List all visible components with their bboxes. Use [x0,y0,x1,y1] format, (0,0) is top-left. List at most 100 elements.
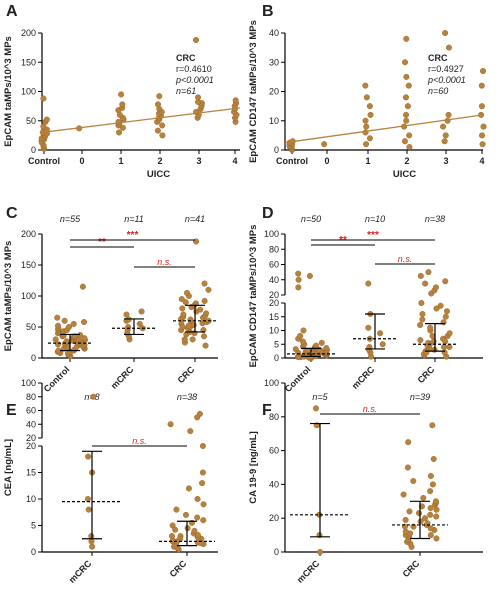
data-point [422,280,429,287]
data-point [88,533,95,540]
data-point [427,488,434,495]
data-point [177,535,184,542]
panel-D-tick-label: 20 [269,290,279,300]
data-point [478,103,485,110]
data-point [187,316,194,323]
data-point [402,59,409,66]
data-point [433,506,440,513]
data-point [313,342,320,349]
data-point [362,82,369,89]
data-point [306,272,313,279]
data-point [195,94,202,101]
data-point [187,428,194,435]
panel-B-tick-label: 30 [269,57,279,67]
data-point [155,101,162,108]
panel-B-tick-label: 40 [269,28,279,38]
data-point [196,410,203,417]
panel-D-tick-label: 5 [274,339,279,349]
data-point [377,330,384,337]
data-point [200,517,207,524]
data-point [168,533,175,540]
data-point [77,332,84,339]
data-point [425,269,432,276]
x-tick-label: Control [42,364,72,394]
regression-line [41,107,241,134]
x-tick-label: mCRC [109,364,136,391]
data-point [172,526,179,533]
data-point [185,322,192,329]
annotation-n: n=60 [428,86,448,96]
data-point [441,344,448,351]
data-point [442,278,449,285]
data-point [154,127,161,134]
regression-line [284,114,484,144]
x-tick-label: CRC [416,364,437,385]
data-point [432,284,439,291]
x-tick-label: Control [283,364,313,394]
data-point [183,289,190,296]
annotation-r: r=0.4610 [176,64,212,74]
data-point [118,91,125,98]
data-point [299,338,306,345]
data-point [404,103,411,110]
x-tick-label: 2 [404,156,409,166]
x-tick-label: Control [28,156,60,166]
panel-E-tick-label: 5 [31,521,36,531]
panel-D-tick-label: 15 [269,312,279,322]
data-point [136,320,143,327]
data-point [318,339,325,346]
data-point [202,342,209,349]
data-point [403,35,410,42]
data-point [185,485,192,492]
data-point [292,346,299,353]
data-point [433,513,440,520]
panel-C-tick-label: 50 [26,322,36,332]
x-tick-label: Control [276,156,308,166]
data-point [403,117,410,124]
data-point [427,525,434,532]
data-point [406,144,413,151]
data-point [300,327,307,334]
data-point [405,82,412,89]
x-tick-label: 1 [365,156,370,166]
panel-E-tick-label: 80 [26,392,36,402]
data-point [402,516,409,523]
data-point [429,481,436,488]
panel-A-tick-label: 150 [21,57,36,67]
y-axis-label: EpCAM taMPs/10^3 MPs [3,36,14,147]
data-point [43,116,50,123]
panel-E-tick-label: 60 [26,406,36,416]
data-point [443,308,450,315]
data-point [379,341,386,348]
data-point [427,324,434,331]
data-point [119,101,126,108]
x-tick-label: mCRC [295,558,322,585]
data-point [70,320,77,327]
panel-C-tick-label: 100 [21,291,36,301]
data-point [437,302,444,309]
data-point [201,333,208,340]
panel-E-tick-label: 15 [26,468,36,478]
x-tick-label: CRC [168,558,189,579]
panel-F-tick-label: 20 [269,513,279,523]
data-point [156,93,163,100]
annotation-group: CRC [176,53,196,63]
data-point [421,515,428,522]
panel-label: A [6,3,18,20]
data-point [65,324,72,331]
data-point [194,496,201,503]
data-point [115,118,122,125]
panel-D-tick-label: 60 [269,260,279,270]
panel-B-tick-label: 20 [269,87,279,97]
significance-label: ** [98,237,106,248]
significance-label: n.s. [132,436,147,446]
data-point [420,494,427,501]
data-point [295,270,302,277]
data-point [430,456,437,463]
data-point [367,111,374,118]
data-point [403,111,410,118]
y-axis-label: EpCAM CD147 taMPs/10^3 MPs [248,225,259,368]
data-point [479,132,486,139]
data-point [181,336,188,343]
panel-E-tick-label: 100 [21,378,36,388]
